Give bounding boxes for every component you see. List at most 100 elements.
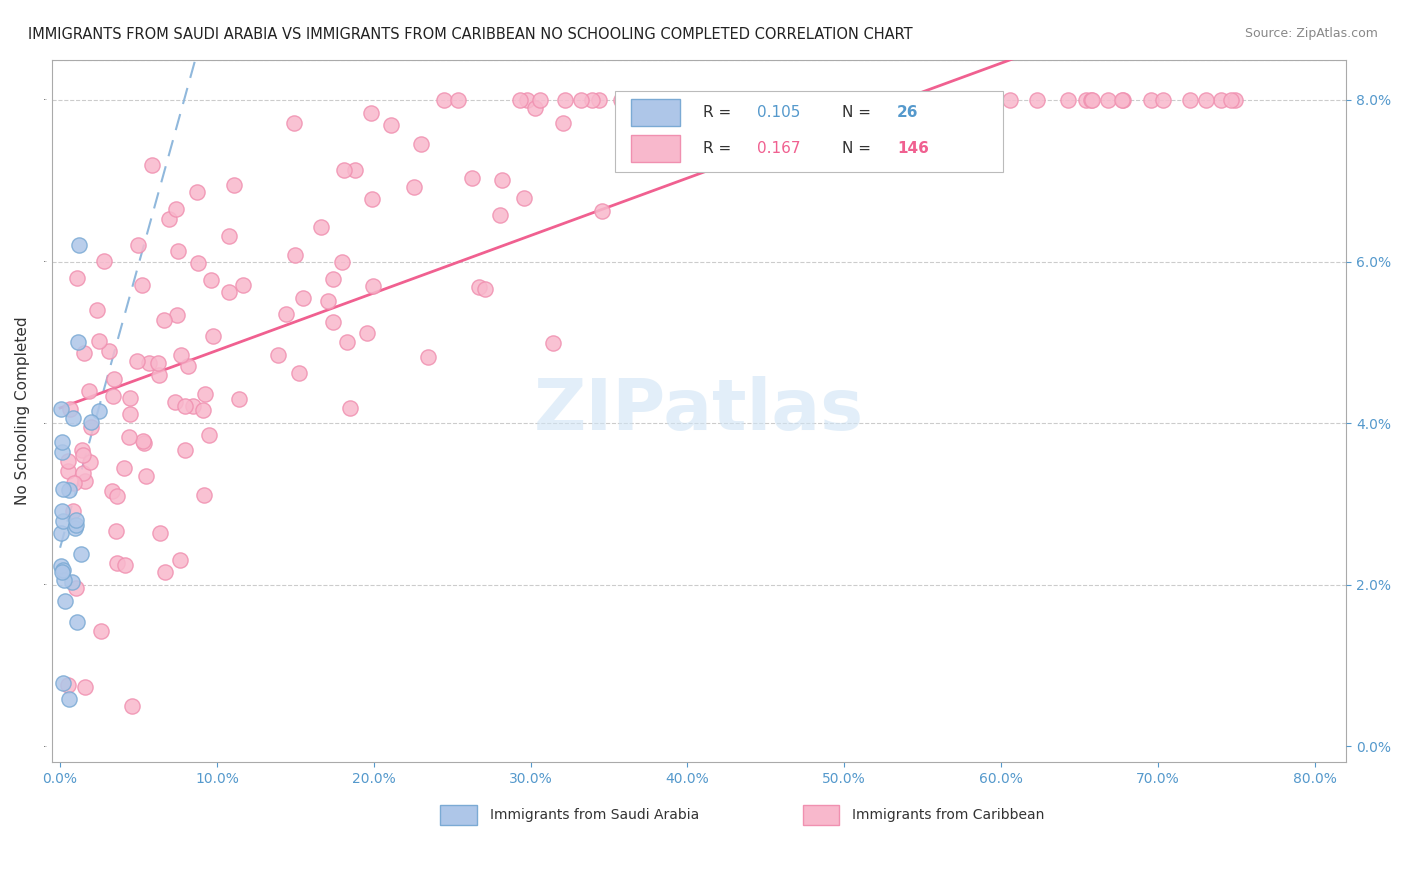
Point [332, 255, 354, 269]
Point [283, 115, 305, 129]
Point [100, 483, 122, 498]
Text: R =: R = [703, 104, 737, 120]
Point [72, 466, 94, 480]
Point [105, 489, 128, 503]
Point [541, 336, 564, 351]
Point [170, 348, 193, 362]
Point [218, 229, 240, 244]
Point [1112, 93, 1135, 107]
Point [194, 387, 217, 401]
Point [616, 93, 638, 107]
Point [86, 303, 108, 318]
Point [127, 237, 149, 252]
Text: Source: ZipAtlas.com: Source: ZipAtlas.com [1244, 27, 1378, 40]
Point [73, 346, 96, 360]
FancyBboxPatch shape [440, 805, 477, 825]
Point [77, 384, 100, 398]
Point [117, 430, 139, 444]
Point [630, 93, 652, 107]
Point [1211, 93, 1233, 107]
Point [1152, 93, 1174, 107]
Text: N =: N = [842, 141, 876, 156]
FancyBboxPatch shape [614, 91, 1004, 172]
Text: 146: 146 [897, 141, 929, 156]
Point [191, 403, 214, 417]
Point [105, 524, 128, 538]
Point [554, 93, 576, 107]
Point [51, 504, 73, 518]
Point [70, 548, 93, 562]
Point [198, 427, 221, 442]
Point [148, 525, 170, 540]
Point [63, 475, 86, 490]
Point [135, 469, 157, 483]
Point [433, 93, 456, 107]
Point [134, 435, 156, 450]
Point [336, 334, 359, 349]
Point [193, 487, 215, 501]
Point [65, 581, 87, 595]
Point [887, 93, 910, 107]
Point [491, 173, 513, 187]
Text: 0.167: 0.167 [758, 141, 801, 156]
Point [107, 556, 129, 570]
Point [200, 273, 222, 287]
Point [529, 93, 551, 107]
Point [166, 308, 188, 322]
Point [53, 574, 76, 588]
Point [513, 191, 536, 205]
Point [157, 211, 180, 226]
Point [62, 504, 84, 518]
Point [90, 624, 112, 638]
Point [309, 219, 332, 234]
Point [141, 158, 163, 172]
FancyBboxPatch shape [803, 805, 839, 825]
Point [56, 678, 79, 692]
Point [165, 202, 187, 216]
Point [103, 372, 125, 386]
Point [645, 93, 668, 107]
Point [66, 334, 89, 349]
FancyBboxPatch shape [631, 136, 679, 162]
Point [79, 455, 101, 469]
Point [67, 238, 90, 252]
Point [591, 203, 613, 218]
Point [1219, 93, 1241, 107]
Point [56, 454, 79, 468]
Text: IMMIGRANTS FROM SAUDI ARABIA VS IMMIGRANTS FROM CARIBBEAN NO SCHOOLING COMPLETED: IMMIGRANTS FROM SAUDI ARABIA VS IMMIGRAN… [28, 27, 912, 42]
Point [169, 553, 191, 567]
Text: 26: 26 [897, 104, 918, 120]
Point [51, 401, 73, 416]
Point [120, 391, 142, 405]
Point [52, 676, 75, 690]
Point [56, 464, 79, 478]
Point [681, 93, 703, 107]
Point [339, 401, 361, 415]
Point [322, 316, 344, 330]
Point [610, 93, 633, 107]
Point [167, 244, 190, 258]
Point [551, 116, 574, 130]
Point [316, 293, 339, 308]
Point [274, 307, 297, 321]
Point [80, 415, 103, 429]
Point [489, 208, 512, 222]
Point [509, 93, 531, 107]
Point [112, 460, 135, 475]
Point [103, 389, 125, 403]
Point [461, 170, 484, 185]
Point [446, 93, 468, 107]
Point [1076, 93, 1098, 107]
Point [51, 445, 73, 459]
Point [581, 93, 603, 107]
Point [1140, 93, 1163, 107]
Point [89, 334, 111, 348]
Point [218, 285, 240, 299]
Y-axis label: No Schooling Completed: No Schooling Completed [15, 317, 30, 505]
Point [402, 180, 425, 194]
Point [380, 118, 402, 132]
Point [634, 93, 657, 107]
Point [165, 395, 187, 409]
Point [131, 434, 153, 448]
Point [138, 356, 160, 370]
